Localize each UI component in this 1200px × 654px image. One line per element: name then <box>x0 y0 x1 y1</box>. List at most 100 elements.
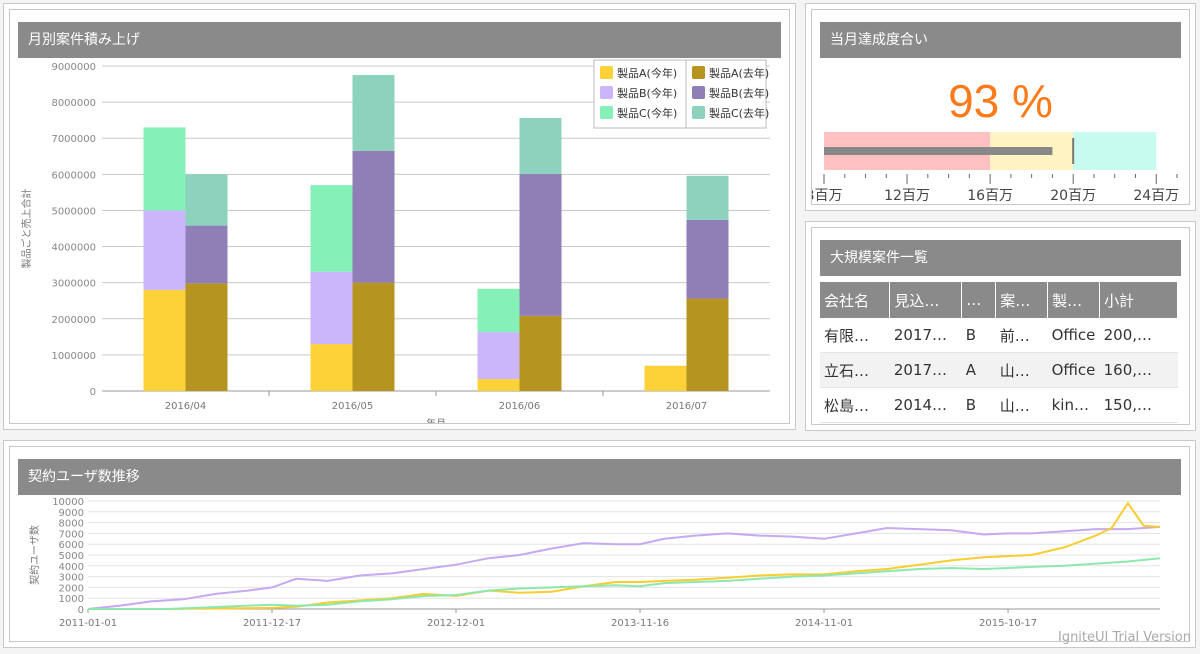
bar-segment <box>143 289 186 391</box>
legend-swatch <box>600 106 613 119</box>
bar-segment <box>644 365 687 391</box>
monthly-deals-title: 月別案件積み上げ <box>18 22 781 58</box>
legend-swatch <box>600 86 613 99</box>
gauge-tick-label: 8百万 <box>812 188 842 204</box>
x-tick-label: 2014-11-01 <box>795 618 853 629</box>
table-cell: Office <box>1047 352 1100 388</box>
big-deals-panel: 大規模案件一覧 会社名 見込… … 案… 製… 小計 有限… 2017… B 前 <box>805 221 1196 431</box>
bar-segment <box>310 271 353 345</box>
legend-label: 製品C(去年) <box>709 106 769 120</box>
x-tick-label: 2016/04 <box>165 401 207 412</box>
big-deals-table: 会社名 見込… … 案… 製… 小計 有限… 2017… B 前… Office… <box>820 282 1178 423</box>
table-header-row: 会社名 見込… … 案… 製… 小計 <box>820 282 1178 318</box>
big-deals-frame: 大規模案件一覧 会社名 見込… … 案… 製… 小計 有限… 2017… B 前 <box>811 227 1190 425</box>
legend-label: 製品A(今年) <box>617 66 677 80</box>
bar-segment <box>686 298 729 391</box>
gauge-tick-label: 16百万 <box>967 188 1013 204</box>
achievement-bullet-graph: 8百万 12百万 16百万 20百万 24百万 <box>812 132 1179 204</box>
achievement-title: 当月達成度合い <box>820 22 1181 58</box>
table-cell: A <box>961 352 996 388</box>
x-tick-label: 2015-10-17 <box>979 618 1037 629</box>
achievement-panel: 当月達成度合い 93 % 8百万 12百万 16百万 20百万 24百万 <box>805 3 1196 211</box>
table-cell: 2017… <box>889 318 962 353</box>
column-header-subtotal[interactable]: 小計 <box>1099 282 1178 318</box>
legend-label: 製品B(今年) <box>617 86 677 100</box>
y-tick-label: 10000 <box>52 497 84 508</box>
bar-segment <box>519 315 562 391</box>
achievement-frame: 当月達成度合い 93 % 8百万 12百万 16百万 20百万 24百万 <box>811 9 1190 205</box>
bar-segment <box>185 174 228 226</box>
y-tick-label: 0 <box>78 605 84 616</box>
x-tick-label: 2016/06 <box>499 401 541 412</box>
y-tick-label: 6000 <box>59 540 84 551</box>
y-tick-label: 8000 <box>59 519 84 530</box>
series-line <box>88 501 1161 610</box>
table-cell: 200,… <box>1099 318 1178 353</box>
bar-segment <box>519 118 562 174</box>
achievement-percent: 93 % <box>948 75 1053 127</box>
table-cell: B <box>961 387 996 423</box>
bar-segment <box>352 150 395 283</box>
bar-segment <box>143 127 186 211</box>
y-tick-label: 9000 <box>59 508 84 519</box>
bar-segment <box>352 75 395 151</box>
bar-segment <box>352 282 395 391</box>
table-cell: kin… <box>1047 387 1100 423</box>
contract-users-panel: 契約ユーザ数推移 0 1000 2000 3000 4000 5000 6000 7000 80… <box>3 440 1196 648</box>
bar-segment <box>477 379 520 391</box>
y-tick-label: 5000 <box>59 551 84 562</box>
table-cell: B <box>961 318 996 353</box>
bar-segment <box>477 332 520 380</box>
table-cell: 立石… <box>820 352 890 388</box>
y-tick-label: 2000000 <box>51 315 96 326</box>
legend-label: 製品C(今年) <box>617 106 677 120</box>
y-tick-label: 5000000 <box>51 206 96 217</box>
y-tick-label: 2000 <box>59 583 84 594</box>
series-line <box>88 557 1161 610</box>
y-tick-label: 3000 <box>59 573 84 584</box>
contract-users-title: 契約ユーザ数推移 <box>18 459 1181 495</box>
x-tick-label: 2011-12-17 <box>243 618 301 629</box>
table-cell: 松島… <box>820 387 890 423</box>
bar-segment <box>310 344 353 391</box>
y-tick-label: 8000000 <box>51 98 96 109</box>
gauge-range-band <box>1073 132 1157 170</box>
legend-box <box>593 59 767 129</box>
table-cell: 有限… <box>820 318 890 353</box>
bar-segment <box>686 175 729 220</box>
table-cell: 2017… <box>889 352 962 388</box>
table-row[interactable]: 立石… 2017… A 山… Office 160,… <box>820 352 1178 388</box>
y-tick-label: 4000000 <box>51 243 96 254</box>
column-header-product[interactable]: 製… <box>1047 282 1101 318</box>
y-tick-label: 1000 <box>59 594 84 605</box>
column-header-deal[interactable]: 案… <box>995 282 1049 318</box>
gauge-tick-label: 24百万 <box>1133 188 1179 204</box>
monthly-deals-frame: 月別案件積み上げ 0 1000000 2000000 3000000 4000000 50… <box>9 9 790 424</box>
trial-watermark: IgniteUI Trial Version <box>1057 630 1191 645</box>
series-line <box>87 525 1161 610</box>
table-cell: 2014… <box>889 387 962 423</box>
y-axis-title: 契約ユーザ数 <box>28 525 41 585</box>
column-header-forecast[interactable]: 見込… <box>889 282 963 318</box>
y-tick-label: 6000000 <box>51 170 96 181</box>
bar-segment <box>185 225 228 284</box>
x-tick-label: 2013-11-16 <box>611 618 669 629</box>
bar-segment <box>477 288 520 333</box>
bar-segment <box>686 219 729 299</box>
big-deals-title: 大規模案件一覧 <box>820 240 1181 276</box>
x-tick-label: 2012-12-01 <box>427 618 485 629</box>
column-header-rank[interactable]: … <box>961 282 997 318</box>
monthly-deals-chart: 0 1000000 2000000 3000000 4000000 5000000 6000… <box>20 59 770 423</box>
table-row[interactable]: 有限… 2017… B 前… Office 200,… <box>820 318 1178 353</box>
bar-segment <box>310 185 353 272</box>
x-tick-label: 2016/05 <box>332 401 374 412</box>
table-cell: Office <box>1047 318 1100 353</box>
gauge-tick-label: 12百万 <box>884 188 930 204</box>
legend-swatch <box>692 106 705 119</box>
table-row[interactable]: 松島… 2014… B 山… kin… 150,… <box>820 387 1178 423</box>
x-tick-label: 2011-01-01 <box>59 618 117 629</box>
x-tick-label: 2016/07 <box>666 401 708 412</box>
y-tick-label: 7000000 <box>51 134 96 145</box>
column-header-company[interactable]: 会社名 <box>820 282 891 318</box>
contract-users-chart: 0100020003000400050006000700080009000100… <box>28 497 1161 629</box>
